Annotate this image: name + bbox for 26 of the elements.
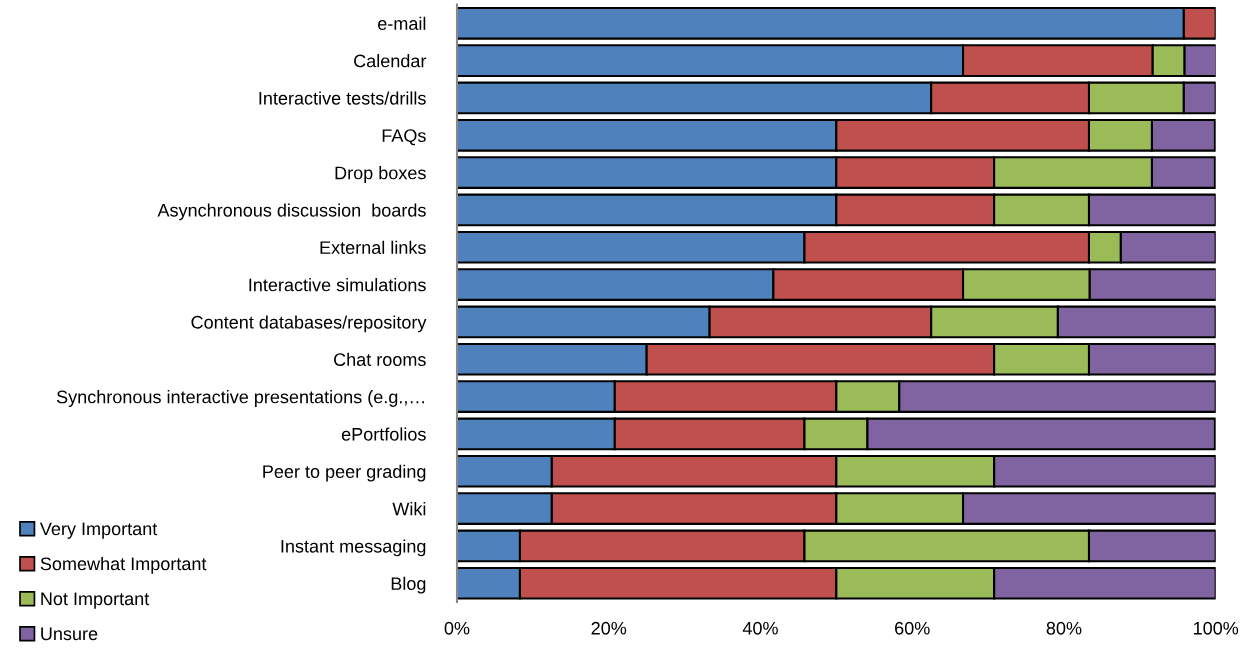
y-tick-label: Instant messaging (281, 539, 426, 557)
y-tick-label: Asynchronous discussion boards (157, 203, 426, 221)
legend-label: Somewhat Important (40, 556, 207, 574)
y-tick-label: Chat rooms (334, 352, 426, 366)
y-tick-label: Interactive simulations (249, 278, 426, 292)
y-tick-label: Drop boxes (335, 166, 426, 183)
y-tick-label: Interactive tests/drills (259, 91, 426, 105)
legend-label: Not Important (41, 592, 150, 609)
y-tick-label: Blog (391, 576, 426, 594)
y-tick-label: Wiki (392, 502, 426, 516)
x-tick-label: 20% (591, 621, 627, 635)
x-tick-label: 60% (895, 621, 930, 635)
y-tick-label: External links (320, 240, 426, 254)
y-tick-label: FAQs (382, 129, 426, 146)
legend-label: Unsure (41, 627, 98, 641)
y-tick-label: ePortfolios (341, 427, 426, 441)
legend-label: Very Important (39, 522, 158, 539)
x-tick-label: 100% (1193, 621, 1239, 635)
y-tick-label: e-mail (378, 16, 426, 31)
y-tick-label: Peer to peer grading (263, 464, 426, 482)
y-tick-label: Content databases/repository (191, 315, 427, 333)
x-tick-label: 80% (1046, 621, 1082, 635)
x-tick-label: 40% (742, 621, 778, 635)
y-tick-label: Calendar (354, 54, 427, 68)
y-tick-label: Synchronous interactive presentations (e.g.,… (56, 390, 424, 407)
x-tick-label: 0% (444, 621, 470, 635)
